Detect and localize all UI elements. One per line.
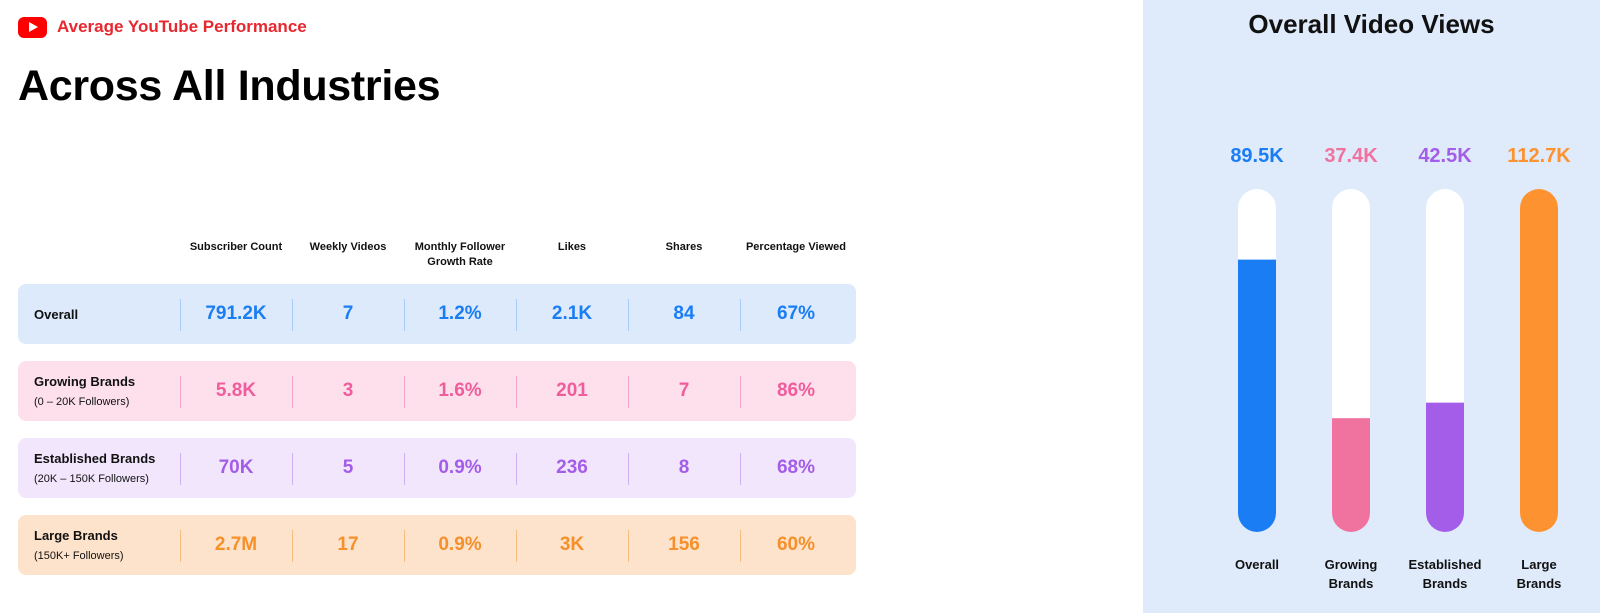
row-label: Large Brands (150K+ Followers): [34, 515, 124, 575]
row-label: Overall: [34, 284, 78, 344]
table-cell: 67%: [776, 303, 816, 324]
chart-title: Overall Video Views: [1248, 9, 1495, 39]
cell-divider: [740, 299, 741, 331]
table-cell: 7: [342, 303, 354, 324]
cell-divider: [180, 530, 181, 562]
cell-divider: [628, 376, 629, 408]
cell-divider: [516, 376, 517, 408]
bar: [1520, 189, 1558, 532]
category-label: Established: [1409, 557, 1482, 572]
value-label: 89.5K: [1230, 145, 1284, 167]
table-cell: 8: [678, 457, 690, 478]
cell-divider: [292, 299, 293, 331]
row-name: Established Brands: [34, 451, 156, 466]
table-cell: 2.1K: [551, 303, 593, 324]
cell-divider: [404, 299, 405, 331]
table-cell: 0.9%: [438, 534, 482, 555]
table-cell: 86%: [776, 380, 816, 401]
table-cell: 17: [337, 534, 359, 555]
cell-divider: [628, 299, 629, 331]
value-label: 42.5K: [1418, 145, 1472, 167]
table-cell: 7: [678, 380, 690, 401]
table-cell: 1.2%: [438, 303, 482, 324]
cell-divider: [516, 299, 517, 331]
cell-divider: [180, 453, 181, 485]
table-cell: 70K: [218, 457, 254, 478]
row-name: Large Brands: [34, 528, 118, 543]
table-row: Overall 791.2K 7 1.2% 2.1K 84 67%: [18, 284, 856, 344]
table-cell: 0.9%: [438, 457, 482, 478]
brand-label: Average YouTube Performance: [57, 17, 307, 36]
cell-divider: [628, 453, 629, 485]
cell-divider: [740, 530, 741, 562]
row-label: Growing Brands (0 – 20K Followers): [34, 361, 135, 421]
table-row: Growing Brands (0 – 20K Followers) 5.8K 3 1.…: [18, 361, 856, 421]
table-cell: 5: [342, 457, 354, 478]
table-cell: 156: [668, 534, 700, 555]
page-title: Across All Industries: [18, 62, 441, 110]
column-header: Subscriber Count: [189, 241, 283, 253]
row-name: Growing Brands: [34, 374, 136, 389]
cell-divider: [292, 453, 293, 485]
category-label: Brands: [1329, 576, 1374, 591]
column-header: Likes: [557, 241, 587, 253]
row-name: Overall: [34, 306, 79, 322]
bar: [1332, 418, 1370, 532]
value-label: 112.7K: [1507, 145, 1571, 167]
column-header: Monthly Follower Growth Rate: [414, 241, 506, 268]
table-cell: 68%: [776, 457, 816, 478]
row-label: Established Brands (20K – 150K Followers): [34, 438, 155, 498]
cell-divider: [180, 299, 181, 331]
cell-divider: [516, 453, 517, 485]
cell-divider: [404, 530, 405, 562]
value-label: 37.4K: [1324, 145, 1378, 167]
video-views-panel: Overall Video Views 89.5K Overall 37.4K Gro…: [1143, 0, 1600, 613]
cell-divider: [404, 376, 405, 408]
table-row: Large Brands (150K+ Followers) 2.7M 17 0.9% 3…: [18, 515, 856, 575]
cell-divider: [404, 453, 405, 485]
table-cell: 3: [342, 380, 354, 401]
cell-divider: [180, 376, 181, 408]
table-header-row: Subscriber Count Weekly Videos Monthly Fol…: [18, 240, 856, 276]
table-cell: 1.6%: [438, 380, 482, 401]
performance-table: Subscriber Count Weekly Videos Monthly Fol…: [18, 240, 856, 575]
row-subtitle: (150K+ Followers): [34, 550, 124, 562]
cell-divider: [516, 530, 517, 562]
column-header: Percentage Viewed: [745, 241, 847, 253]
category-label: Overall: [1235, 557, 1279, 572]
table-cell: 5.8K: [215, 380, 257, 401]
category-label: Brands: [1517, 576, 1562, 591]
column-header: Shares: [665, 241, 703, 253]
table-cell: 791.2K: [205, 303, 267, 324]
category-label: Brands: [1423, 576, 1468, 591]
cell-divider: [740, 376, 741, 408]
bar: [1238, 259, 1276, 532]
brand-header: Average YouTube Performance: [18, 14, 307, 40]
row-subtitle: (20K – 150K Followers): [34, 473, 149, 485]
cell-divider: [292, 530, 293, 562]
cell-divider: [292, 376, 293, 408]
table-row: Established Brands (20K – 150K Followers)…: [18, 438, 856, 498]
row-subtitle: (0 – 20K Followers): [34, 396, 130, 408]
table-cell: 3K: [559, 534, 585, 555]
table-cell: 84: [673, 303, 695, 324]
bar: [1426, 402, 1464, 532]
youtube-logo-icon: [18, 16, 47, 38]
table-cell: 201: [556, 380, 588, 401]
table-cell: 2.7M: [214, 534, 258, 555]
cell-divider: [740, 453, 741, 485]
table-cell: 60%: [776, 534, 816, 555]
category-label: Growing: [1325, 557, 1378, 572]
cell-divider: [628, 530, 629, 562]
video-views-chart: 89.5K Overall 37.4K Growing Brands 42.5K Estab…: [1230, 145, 1571, 591]
column-header: Weekly Videos: [309, 241, 387, 253]
table-cell: 236: [556, 457, 588, 478]
category-label: Large: [1521, 557, 1556, 572]
